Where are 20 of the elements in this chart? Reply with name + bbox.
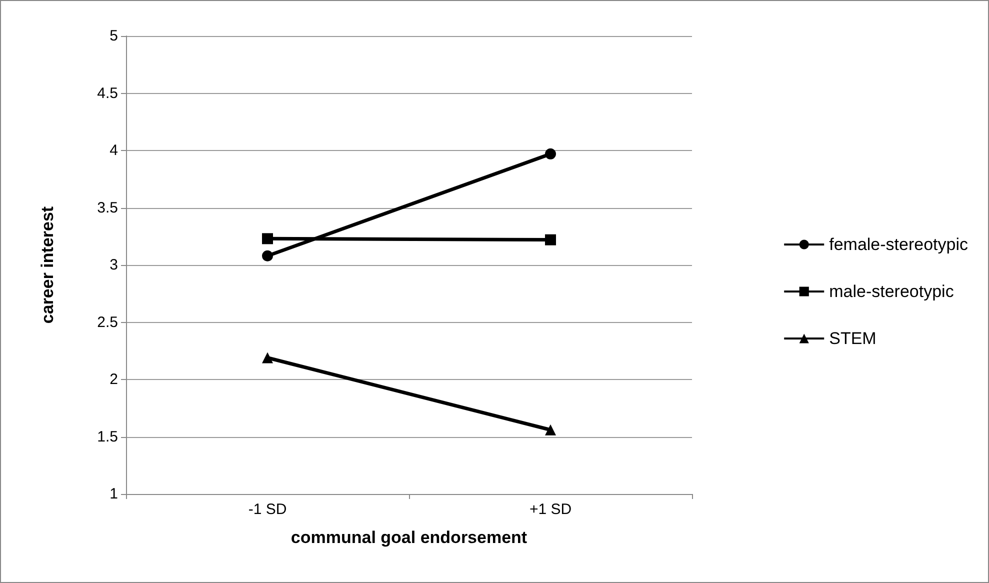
legend-label: female-stereotypic [829,235,968,254]
y-tick-label: 2 [110,371,118,388]
x-tick-label: -1 SD [248,501,287,518]
y-tick-label: 4.5 [97,84,118,102]
x-tick-label: +1 SD [529,501,572,518]
y-tick-label: 5 [110,28,118,44]
y-tick-label: 1.5 [97,428,118,446]
legend-label: male-stereotypic [829,282,954,301]
point [545,148,556,160]
legend-label: STEM [829,329,876,348]
y-tick-label: 4 [110,142,118,159]
y-tick-label: 3.5 [97,199,118,216]
y-tick-label: 3 [110,256,118,274]
point [262,233,273,244]
x-axis-title: communal goal endorsement [290,528,528,547]
point [545,234,556,246]
point [262,250,273,262]
y-tick-label: 2.5 [97,314,118,331]
y-tick-label: 1 [110,486,118,502]
y-axis-title: career interest [38,206,57,324]
